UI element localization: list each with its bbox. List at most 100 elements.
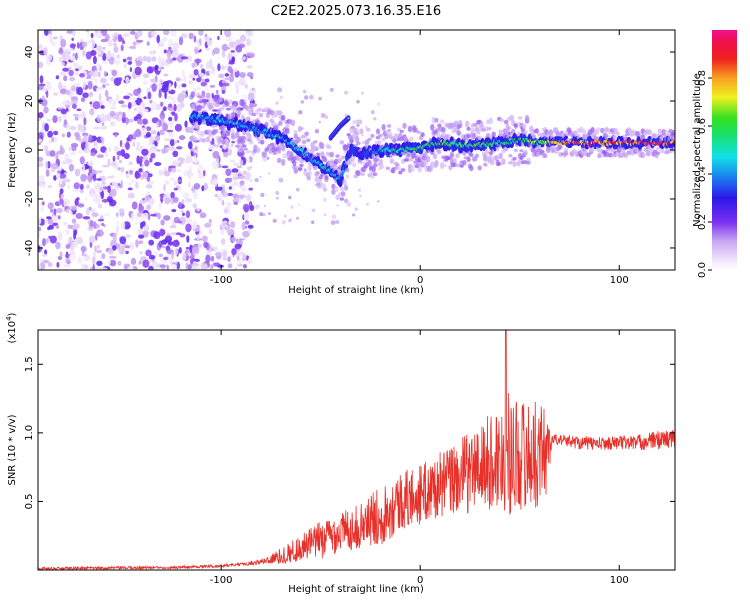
ridge-halo — [636, 131, 641, 138]
noise-blob — [232, 181, 240, 186]
noise-blob — [135, 239, 139, 248]
noise-blob — [88, 206, 92, 211]
noise-blob — [81, 263, 86, 270]
noise-blob — [66, 206, 70, 214]
ridge-halo — [400, 168, 406, 172]
noise-blob — [217, 63, 221, 72]
colorbar-tick-label: 0.8 — [697, 70, 708, 86]
ridge-halo — [339, 197, 344, 201]
ridge-halo — [215, 94, 220, 98]
ridge-halo — [410, 165, 415, 172]
noise-blob — [44, 123, 49, 132]
noise-blob — [141, 145, 144, 149]
noise-blob — [244, 83, 248, 89]
noise-dot — [275, 101, 279, 105]
noise-blob — [75, 52, 78, 61]
ridge-halo — [452, 157, 457, 164]
noise-blob — [234, 81, 240, 89]
ridge-halo — [342, 178, 347, 186]
noise-blob — [143, 55, 147, 62]
noise-blob — [243, 212, 249, 221]
noise-blob — [126, 137, 130, 142]
ridge-halo — [297, 125, 303, 132]
ridge-halo — [304, 131, 310, 136]
ridge-halo — [483, 162, 488, 167]
ridge-halo — [269, 142, 275, 146]
ridge-halo — [258, 112, 264, 118]
noise-blob — [58, 56, 64, 63]
noise-blob — [120, 166, 125, 173]
noise-blob — [148, 197, 155, 206]
ridge-halo — [455, 153, 460, 159]
ridge-halo — [315, 152, 321, 157]
noise-blob — [225, 107, 232, 111]
ridge-halo — [623, 153, 629, 158]
noise-blob — [79, 156, 85, 165]
noise-blob — [127, 266, 134, 270]
noise-blob — [45, 54, 53, 62]
ridge-halo — [494, 156, 499, 161]
noise-blob — [38, 61, 44, 69]
ridge-halo — [455, 163, 460, 168]
noise-blob — [38, 161, 44, 168]
noise-blob — [63, 264, 71, 268]
ridge-halo — [341, 191, 346, 197]
noise-blob — [89, 92, 94, 96]
noise-blob — [43, 145, 49, 152]
noise-blob — [82, 49, 86, 57]
ridge-halo — [516, 160, 521, 167]
noise-blob — [119, 236, 127, 245]
ridge-halo — [519, 155, 524, 160]
noise-blob — [247, 257, 252, 265]
ridge-halo — [324, 174, 329, 180]
noise-blob — [229, 177, 233, 183]
noise-blob — [164, 180, 170, 185]
ridge-halo — [430, 124, 435, 131]
noise-blob — [220, 65, 226, 70]
noise-blob — [228, 41, 236, 48]
snr-ylabel: SNR (10 * v/v) — [7, 414, 18, 485]
noise-blob — [127, 102, 132, 109]
ridge-halo — [406, 153, 411, 158]
noise-blob — [89, 193, 95, 198]
noise-blob — [156, 121, 159, 129]
noise-blob — [48, 33, 52, 40]
noise-blob — [136, 113, 142, 120]
ridge-halo — [313, 140, 318, 144]
noise-dot — [263, 204, 267, 208]
noise-blob — [223, 207, 229, 210]
ridge-halo — [471, 133, 477, 140]
ridge-halo — [260, 139, 265, 145]
noise-blob — [142, 80, 148, 86]
ridge-halo — [434, 117, 439, 123]
noise-blob — [163, 183, 166, 192]
ridge-halo — [249, 140, 254, 145]
noise-blob — [112, 103, 116, 107]
ridge-halo — [359, 161, 364, 165]
noise-blob — [162, 81, 169, 86]
noise-dot — [295, 187, 300, 192]
noise-blob — [111, 69, 118, 77]
noise-blob — [66, 30, 74, 34]
noise-blob — [179, 102, 185, 109]
noise-blob — [74, 198, 79, 206]
noise-blob — [150, 130, 157, 135]
noise-blob — [220, 229, 225, 235]
noise-blob — [71, 37, 74, 41]
noise-blob — [45, 150, 51, 157]
x-tick-label: 100 — [610, 275, 629, 286]
noise-blob — [95, 233, 98, 241]
noise-dot — [300, 100, 304, 104]
noise-blob — [94, 245, 97, 253]
ridge-halo — [343, 184, 349, 192]
noise-blob — [69, 43, 76, 48]
colorbar-ticks: 0.0 0.2 0.4 0.6 0.8 — [697, 70, 712, 278]
noise-blob — [108, 56, 115, 65]
noise-blob — [167, 38, 174, 48]
noise-blob — [88, 94, 93, 99]
noise-blob — [150, 78, 157, 83]
noise-blob — [102, 52, 107, 61]
noise-blob — [204, 47, 211, 51]
noise-blob — [149, 157, 153, 163]
noise-blob — [92, 263, 95, 270]
